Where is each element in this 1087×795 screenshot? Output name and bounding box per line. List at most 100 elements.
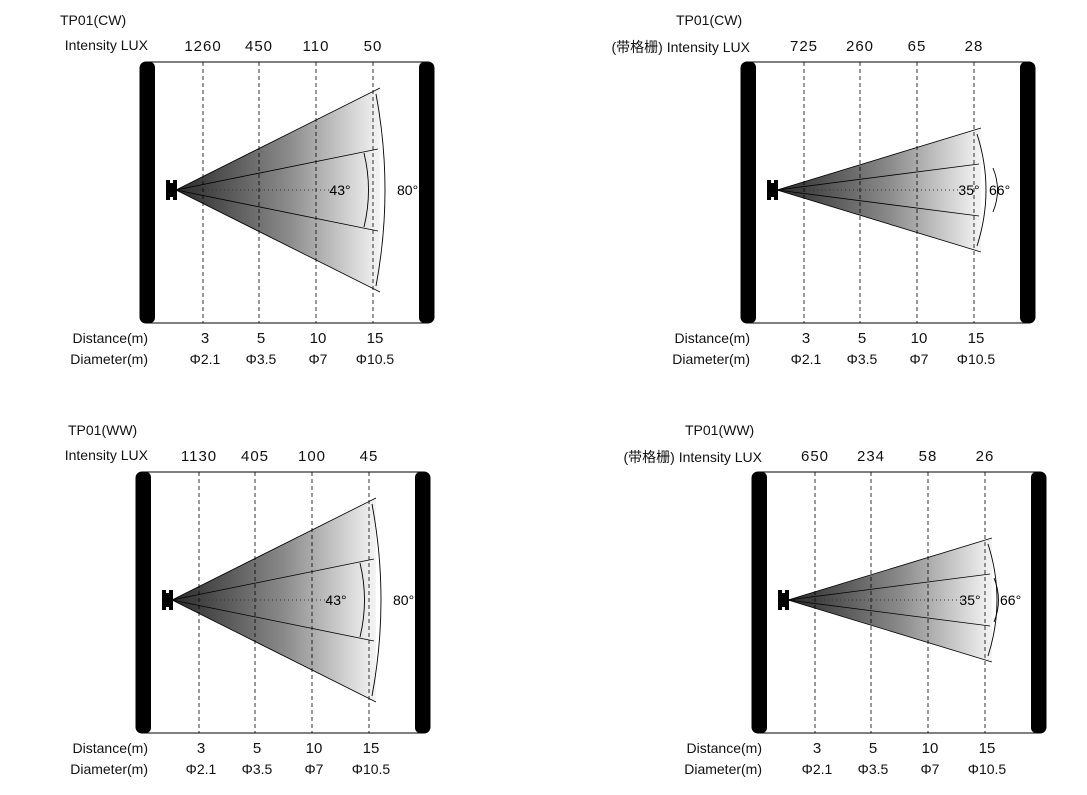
diameter-value: Φ3.5 bbox=[241, 761, 273, 777]
lux-value: 45 bbox=[359, 448, 379, 465]
beam-edge bbox=[787, 573, 991, 601]
diameter-value: Φ7 bbox=[920, 761, 940, 777]
lamp-icon bbox=[767, 180, 778, 200]
beam-edge bbox=[175, 189, 379, 232]
lux-value: 405 bbox=[240, 448, 270, 465]
distance-value: 3 bbox=[200, 330, 210, 347]
beam-edge bbox=[776, 189, 982, 253]
lux-value: 1130 bbox=[180, 448, 218, 465]
lux-value: 26 bbox=[975, 448, 995, 465]
diameter-value: Φ7 bbox=[909, 351, 929, 367]
left-wall bbox=[752, 472, 767, 733]
inner-angle-label: 35° bbox=[958, 182, 979, 198]
beam-edge bbox=[787, 537, 993, 601]
beam-edge bbox=[175, 148, 379, 191]
diameter-value: Φ2.1 bbox=[185, 761, 217, 777]
beam-edge bbox=[787, 599, 993, 663]
inner-angle-label: 35° bbox=[959, 592, 980, 608]
outer-angle-arc bbox=[371, 503, 382, 697]
outer-angle-label: 80° bbox=[393, 592, 414, 608]
right-wall bbox=[415, 472, 430, 733]
diameter-value: Φ7 bbox=[308, 351, 328, 367]
distance-value: 5 bbox=[252, 740, 262, 757]
inner-angle-arc bbox=[359, 562, 365, 638]
lamp-icon bbox=[166, 180, 177, 200]
diameter-value: Φ3.5 bbox=[846, 351, 878, 367]
left-wall bbox=[136, 472, 151, 733]
beam-diagram: 43° 80° bbox=[139, 61, 435, 324]
beam-edge bbox=[171, 497, 377, 601]
distance-value: 15 bbox=[362, 740, 380, 757]
distance-label: Distance(m) bbox=[72, 740, 148, 756]
distance-value: 3 bbox=[801, 330, 811, 347]
beam-diagram: 35° 66° bbox=[740, 61, 1036, 324]
intensity-label: Intensity LUX bbox=[64, 37, 148, 53]
inner-angle-arc bbox=[993, 577, 999, 623]
outer-angle-label: 80° bbox=[397, 182, 418, 198]
distance-value: 15 bbox=[366, 330, 384, 347]
lux-value: 28 bbox=[964, 38, 984, 55]
diameter-label: Diameter(m) bbox=[70, 761, 148, 777]
beam-edge bbox=[776, 127, 982, 191]
inner-angle-label: 43° bbox=[329, 182, 350, 198]
lux-value: 234 bbox=[856, 448, 886, 465]
diameter-value: Φ3.5 bbox=[245, 351, 277, 367]
diameter-value: Φ2.1 bbox=[189, 351, 221, 367]
beam-edge bbox=[175, 189, 381, 293]
beam-edge bbox=[171, 558, 375, 601]
beam-edge bbox=[776, 189, 980, 217]
lux-value: 58 bbox=[918, 448, 938, 465]
lamp-icon bbox=[778, 590, 789, 610]
distance-label: Distance(m) bbox=[674, 330, 750, 346]
diameter-label: Diameter(m) bbox=[70, 351, 148, 367]
diameter-value: Φ3.5 bbox=[857, 761, 889, 777]
beam-diagram: 35° 66° bbox=[751, 471, 1047, 734]
distance-value: 10 bbox=[921, 740, 939, 757]
distance-value: 10 bbox=[309, 330, 327, 347]
outer-angle-arc bbox=[375, 93, 386, 287]
beam-edge bbox=[171, 599, 377, 703]
outer-angle-label: 66° bbox=[989, 182, 1010, 198]
diameter-value: Φ10.5 bbox=[967, 761, 1007, 777]
panel-title: TP01(CW) bbox=[676, 12, 743, 28]
distance-value: 15 bbox=[978, 740, 996, 757]
lux-value: 450 bbox=[244, 38, 274, 55]
inner-angle-arc bbox=[363, 152, 369, 228]
lamp-icon bbox=[162, 590, 173, 610]
beam-edge bbox=[776, 163, 980, 191]
diameter-value: Φ10.5 bbox=[355, 351, 395, 367]
right-wall bbox=[419, 62, 434, 323]
distance-label: Distance(m) bbox=[686, 740, 762, 756]
distance-label: Distance(m) bbox=[72, 330, 148, 346]
beam-edge bbox=[171, 599, 375, 642]
intensity-label: (带格栅) Intensity LUX bbox=[623, 449, 762, 465]
inner-angle-label: 43° bbox=[325, 592, 346, 608]
lux-value: 110 bbox=[302, 38, 330, 55]
distance-value: 5 bbox=[868, 740, 878, 757]
intensity-label: Intensity LUX bbox=[64, 447, 148, 463]
lux-value: 65 bbox=[907, 38, 927, 55]
diameter-value: Φ2.1 bbox=[790, 351, 822, 367]
diameter-label: Diameter(m) bbox=[684, 761, 762, 777]
distance-value: 3 bbox=[812, 740, 822, 757]
distance-value: 10 bbox=[910, 330, 928, 347]
lux-value: 725 bbox=[789, 38, 819, 55]
lux-value: 260 bbox=[845, 38, 875, 55]
left-wall bbox=[140, 62, 155, 323]
distance-value: 5 bbox=[857, 330, 867, 347]
distance-value: 15 bbox=[967, 330, 985, 347]
distance-value: 3 bbox=[196, 740, 206, 757]
diameter-value: Φ10.5 bbox=[956, 351, 996, 367]
beam-edge bbox=[787, 599, 991, 627]
left-wall bbox=[741, 62, 756, 323]
distance-value: 10 bbox=[305, 740, 323, 757]
diameter-value: Φ7 bbox=[304, 761, 324, 777]
panel-title: TP01(WW) bbox=[685, 422, 755, 438]
lux-value: 100 bbox=[297, 448, 327, 465]
right-wall bbox=[1020, 62, 1035, 323]
diameter-value: Φ10.5 bbox=[351, 761, 391, 777]
lux-value: 50 bbox=[363, 38, 383, 55]
right-wall bbox=[1031, 472, 1046, 733]
lux-value: 1260 bbox=[184, 38, 222, 55]
